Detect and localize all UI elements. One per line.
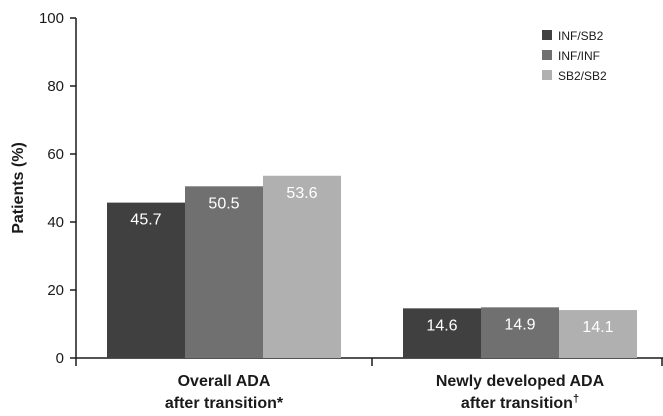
bar [185, 186, 263, 358]
legend-label: INF/SB2 [558, 29, 604, 43]
bar [107, 202, 185, 358]
x-category-label: Overall ADA [178, 373, 271, 390]
x-category-label: Newly developed ADA [436, 373, 605, 390]
bar [263, 175, 341, 358]
y-tick-label: 40 [47, 214, 64, 231]
footnote-mark: * [277, 395, 284, 412]
bar [403, 308, 481, 358]
y-tick-label: 0 [56, 350, 64, 367]
bar-value-label: 50.5 [208, 195, 239, 212]
y-tick-label: 20 [47, 282, 64, 299]
y-tick-label: 100 [39, 10, 64, 27]
x-category-label: after transition† [461, 393, 579, 412]
labels: 45.7 14.6 50.5 14.9 53.6 14.1 Overall ADA after… [130, 185, 613, 412]
bar-value-label: 14.1 [582, 319, 613, 336]
bars [107, 175, 637, 358]
y-axis-label: Patients (%) [10, 142, 27, 234]
legend: INF/SB2 INF/INF SB2/SB2 [542, 29, 607, 83]
bar [481, 307, 559, 358]
y-tick-label: 80 [47, 78, 64, 95]
footnote-mark: † [573, 393, 579, 405]
y-tick-label: 60 [47, 146, 64, 163]
bar-value-label: 53.6 [286, 185, 317, 202]
bar-value-label: 14.9 [504, 316, 535, 333]
legend-swatch [542, 30, 552, 40]
legend-swatch [542, 50, 552, 60]
bar-value-label: 45.7 [130, 212, 161, 229]
x-category-label: after transition* [165, 395, 284, 412]
bar [559, 310, 637, 358]
legend-swatch [542, 70, 552, 80]
legend-label: SB2/SB2 [558, 69, 607, 83]
legend-label: INF/INF [558, 49, 600, 63]
bar-value-label: 14.6 [426, 317, 457, 334]
